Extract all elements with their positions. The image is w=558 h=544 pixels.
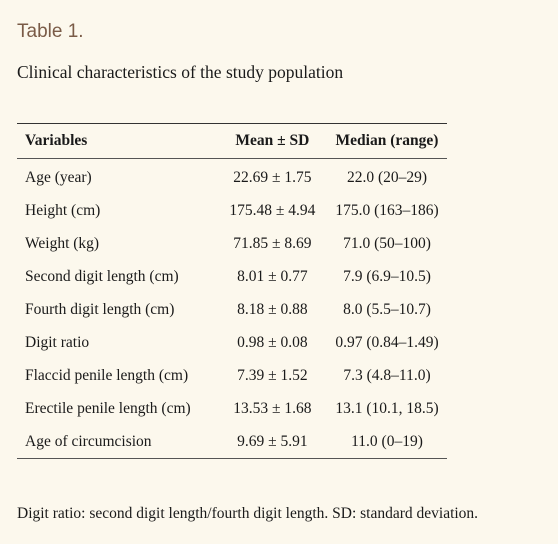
table-header-row: Variables Mean ± SD Median (range) [17,123,447,159]
table-footnote: Digit ratio: second digit length/fourth … [17,505,479,522]
variable-cell: Weight (kg) [25,234,100,252]
median-range-cell: 22.0 (20–29) [346,168,428,186]
median-range-cell: 7.3 (4.8–11.0) [343,366,431,384]
variable-cell: Fourth digit length (cm) [25,300,175,318]
mean-sd-cell: 175.48 ± 4.94 [229,201,316,219]
median-range-cell: 71.0 (50–100) [343,234,431,252]
median-range-cell: 11.0 (0–19) [351,432,423,450]
table-row: Height (cm) 175.48 ± 4.94 175.0 (163–186… [17,194,447,227]
mean-sd-cell: 9.69 ± 5.91 [237,432,308,450]
variable-cell: Age of circumcision [25,432,152,450]
table-row: Digit ratio 0.98 ± 0.08 0.97 (0.84–1.49) [17,326,447,359]
table-caption: Clinical characteristics of the study po… [17,62,344,82]
header-variables: Variables [25,132,88,149]
median-range-cell: 0.97 (0.84–1.49) [335,333,439,351]
mean-sd-cell: 8.01 ± 0.77 [237,267,308,285]
variable-cell: Erectile penile length (cm) [25,399,191,417]
median-range-cell: 13.1 (10.1, 18.5) [335,399,439,417]
clinical-characteristics-table: Variables Mean ± SD Median (range) Age (… [17,123,447,459]
mean-sd-cell: 8.18 ± 0.88 [237,300,308,318]
mean-sd-cell: 71.85 ± 8.69 [233,234,312,252]
variable-cell: Digit ratio [25,333,90,351]
table-row: Weight (kg) 71.85 ± 8.69 71.0 (50–100) [17,227,447,260]
median-range-cell: 175.0 (163–186) [335,201,439,219]
table-row: Fourth digit length (cm) 8.18 ± 0.88 8.0… [17,293,447,326]
median-range-cell: 7.9 (6.9–10.5) [343,267,431,285]
table-label: Table 1. [17,21,84,42]
variable-cell: Age (year) [25,168,92,186]
mean-sd-cell: 13.53 ± 1.68 [233,399,312,417]
table-header: Variables Mean ± SD Median (range) [17,123,447,159]
table-body: Age (year) 22.69 ± 1.75 22.0 (20–29) Hei… [17,159,447,459]
header-median-range: Median (range) [335,132,439,149]
mean-sd-cell: 22.69 ± 1.75 [233,168,312,186]
table-row: Flaccid penile length (cm) 7.39 ± 1.52 7… [17,359,447,392]
mean-sd-cell: 0.98 ± 0.08 [237,333,308,351]
table-row: Age (year) 22.69 ± 1.75 22.0 (20–29) [17,159,447,195]
header-mean-sd: Mean ± SD [235,132,310,149]
variable-cell: Flaccid penile length (cm) [25,366,189,384]
variable-cell: Second digit length (cm) [25,267,179,285]
table-row: Erectile penile length (cm) 13.53 ± 1.68… [17,392,447,425]
table-row: Second digit length (cm) 8.01 ± 0.77 7.9… [17,260,447,293]
variable-cell: Height (cm) [25,201,101,219]
table-row: Age of circumcision 9.69 ± 5.91 11.0 (0–… [17,425,447,459]
mean-sd-cell: 7.39 ± 1.52 [237,366,308,384]
median-range-cell: 8.0 (5.5–10.7) [343,300,431,318]
